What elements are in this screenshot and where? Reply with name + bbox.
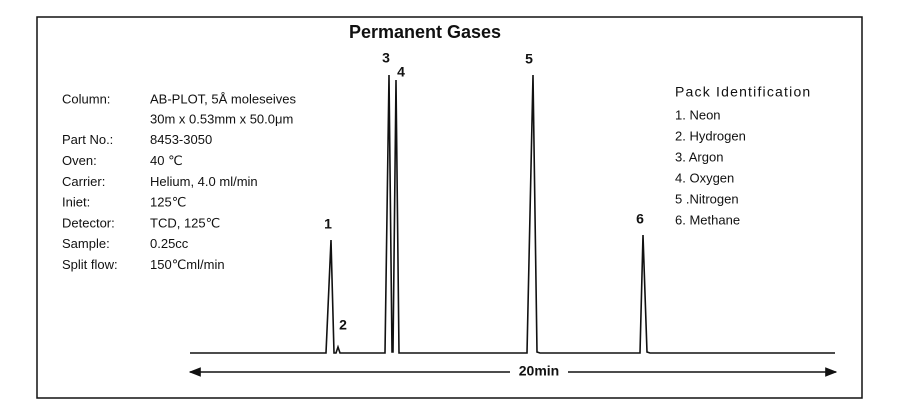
peak-label: 1 bbox=[324, 216, 332, 232]
condition-label: Part No.: bbox=[62, 132, 113, 147]
peak-label: 6 bbox=[636, 211, 644, 227]
condition-value: 40 ℃ bbox=[150, 153, 183, 168]
condition-label: Detector: bbox=[62, 215, 115, 230]
legend-item: 5 .Nitrogen bbox=[675, 191, 739, 206]
condition-value: 8453-3050 bbox=[150, 132, 212, 147]
condition-value: 0.25cc bbox=[150, 236, 189, 251]
condition-label: Split flow: bbox=[62, 257, 118, 272]
legend-item: 3. Argon bbox=[675, 149, 723, 164]
title: Permanent Gases bbox=[349, 22, 501, 42]
label-bg bbox=[510, 363, 568, 381]
legend-item: 2. Hydrogen bbox=[675, 128, 746, 143]
peak-label: 5 bbox=[525, 51, 533, 67]
legend-item: 1. Neon bbox=[675, 107, 721, 122]
chromatogram-trace bbox=[190, 74, 835, 354]
condition-value: TCD, 125℃ bbox=[150, 215, 220, 230]
peak-label: 4 bbox=[397, 64, 405, 80]
condition-value: 30m x 0.53mm x 50.0μm bbox=[150, 111, 293, 126]
condition-label: Carrier: bbox=[62, 174, 105, 189]
condition-label: Oven: bbox=[62, 153, 97, 168]
condition-value: AB-PLOT, 5Å moleseives bbox=[150, 91, 296, 106]
condition-value: 150℃ml/min bbox=[150, 257, 225, 272]
condition-label: Iniet: bbox=[62, 195, 90, 210]
condition-label: Sample: bbox=[62, 236, 110, 251]
condition-label: Column: bbox=[62, 91, 110, 106]
frame bbox=[36, 16, 863, 399]
peak-label: 2 bbox=[339, 317, 347, 333]
legend-title: Pack Identification bbox=[675, 84, 811, 100]
condition-value: 125℃ bbox=[150, 195, 186, 210]
legend-item: 4. Oxygen bbox=[675, 170, 734, 185]
time-span: 20min bbox=[519, 363, 559, 379]
condition-value: Helium, 4.0 ml/min bbox=[150, 174, 258, 189]
peak-label: 3 bbox=[382, 50, 390, 66]
legend-item: 6. Methane bbox=[675, 212, 740, 227]
